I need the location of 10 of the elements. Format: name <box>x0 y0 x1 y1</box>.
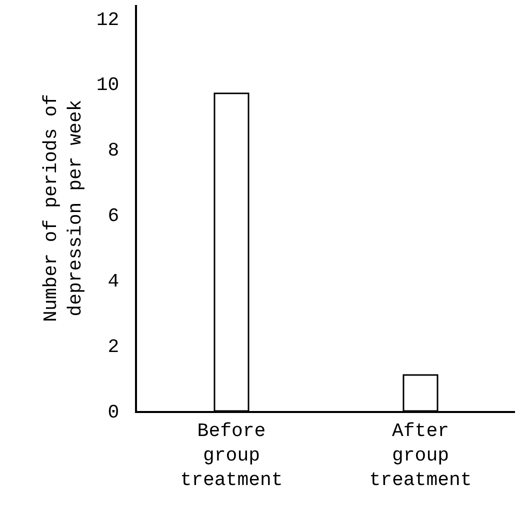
x-tick-label: After group treatment <box>369 420 472 492</box>
y-tick-label: 8 <box>108 140 120 162</box>
y-tick-label: 12 <box>96 8 120 31</box>
y-tick-label: 4 <box>108 270 120 293</box>
x-tick-label: Before group treatment <box>180 420 283 492</box>
y-tick-label: 0 <box>108 402 120 424</box>
y-axis-title: Number of periods of depression per week <box>40 94 87 322</box>
y-tick-label: 2 <box>108 336 120 358</box>
y-tick-label: 10 <box>96 74 120 96</box>
y-tick-label: 6 <box>108 205 120 228</box>
